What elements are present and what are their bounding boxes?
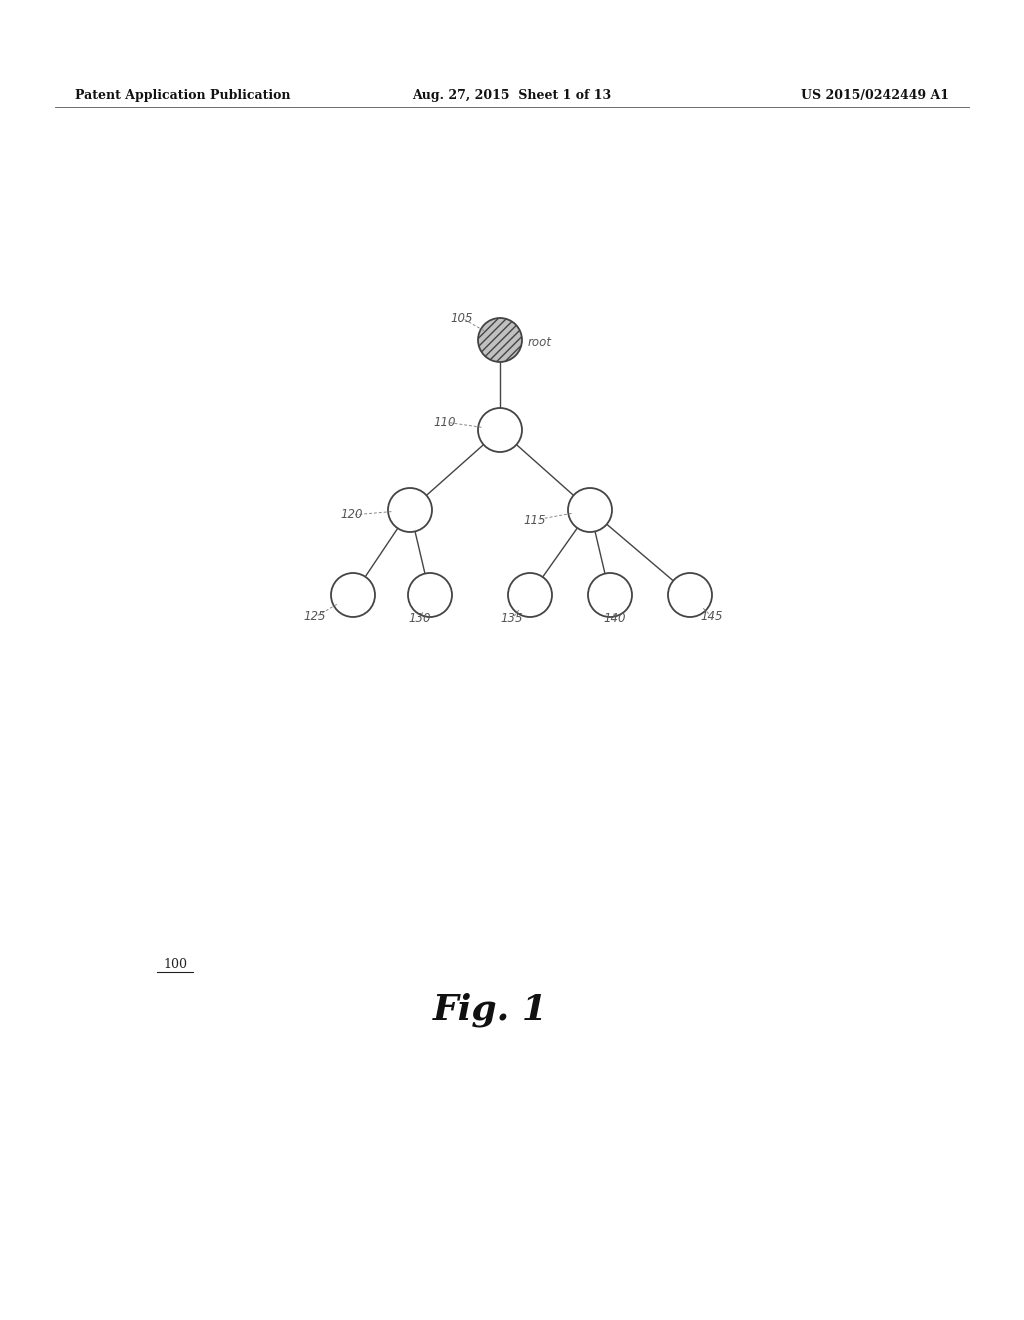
Text: 110: 110 <box>434 416 457 429</box>
Circle shape <box>588 573 632 616</box>
Text: 100: 100 <box>163 958 187 972</box>
Circle shape <box>478 318 522 362</box>
Circle shape <box>478 408 522 451</box>
Text: 130: 130 <box>409 612 431 626</box>
Circle shape <box>408 573 452 616</box>
Text: 125: 125 <box>304 610 327 623</box>
Text: 140: 140 <box>604 612 627 626</box>
Text: root: root <box>528 335 552 348</box>
Text: Patent Application Publication: Patent Application Publication <box>75 88 291 102</box>
Circle shape <box>568 488 612 532</box>
Text: 145: 145 <box>700 610 723 623</box>
Circle shape <box>508 573 552 616</box>
Text: Fig. 1: Fig. 1 <box>432 993 548 1027</box>
Text: US 2015/0242449 A1: US 2015/0242449 A1 <box>801 88 949 102</box>
Text: Aug. 27, 2015  Sheet 1 of 13: Aug. 27, 2015 Sheet 1 of 13 <box>413 88 611 102</box>
Text: 105: 105 <box>451 312 473 325</box>
Text: 115: 115 <box>523 513 546 527</box>
Text: 135: 135 <box>501 612 523 626</box>
Circle shape <box>668 573 712 616</box>
Text: 120: 120 <box>341 508 364 521</box>
Circle shape <box>388 488 432 532</box>
Circle shape <box>331 573 375 616</box>
